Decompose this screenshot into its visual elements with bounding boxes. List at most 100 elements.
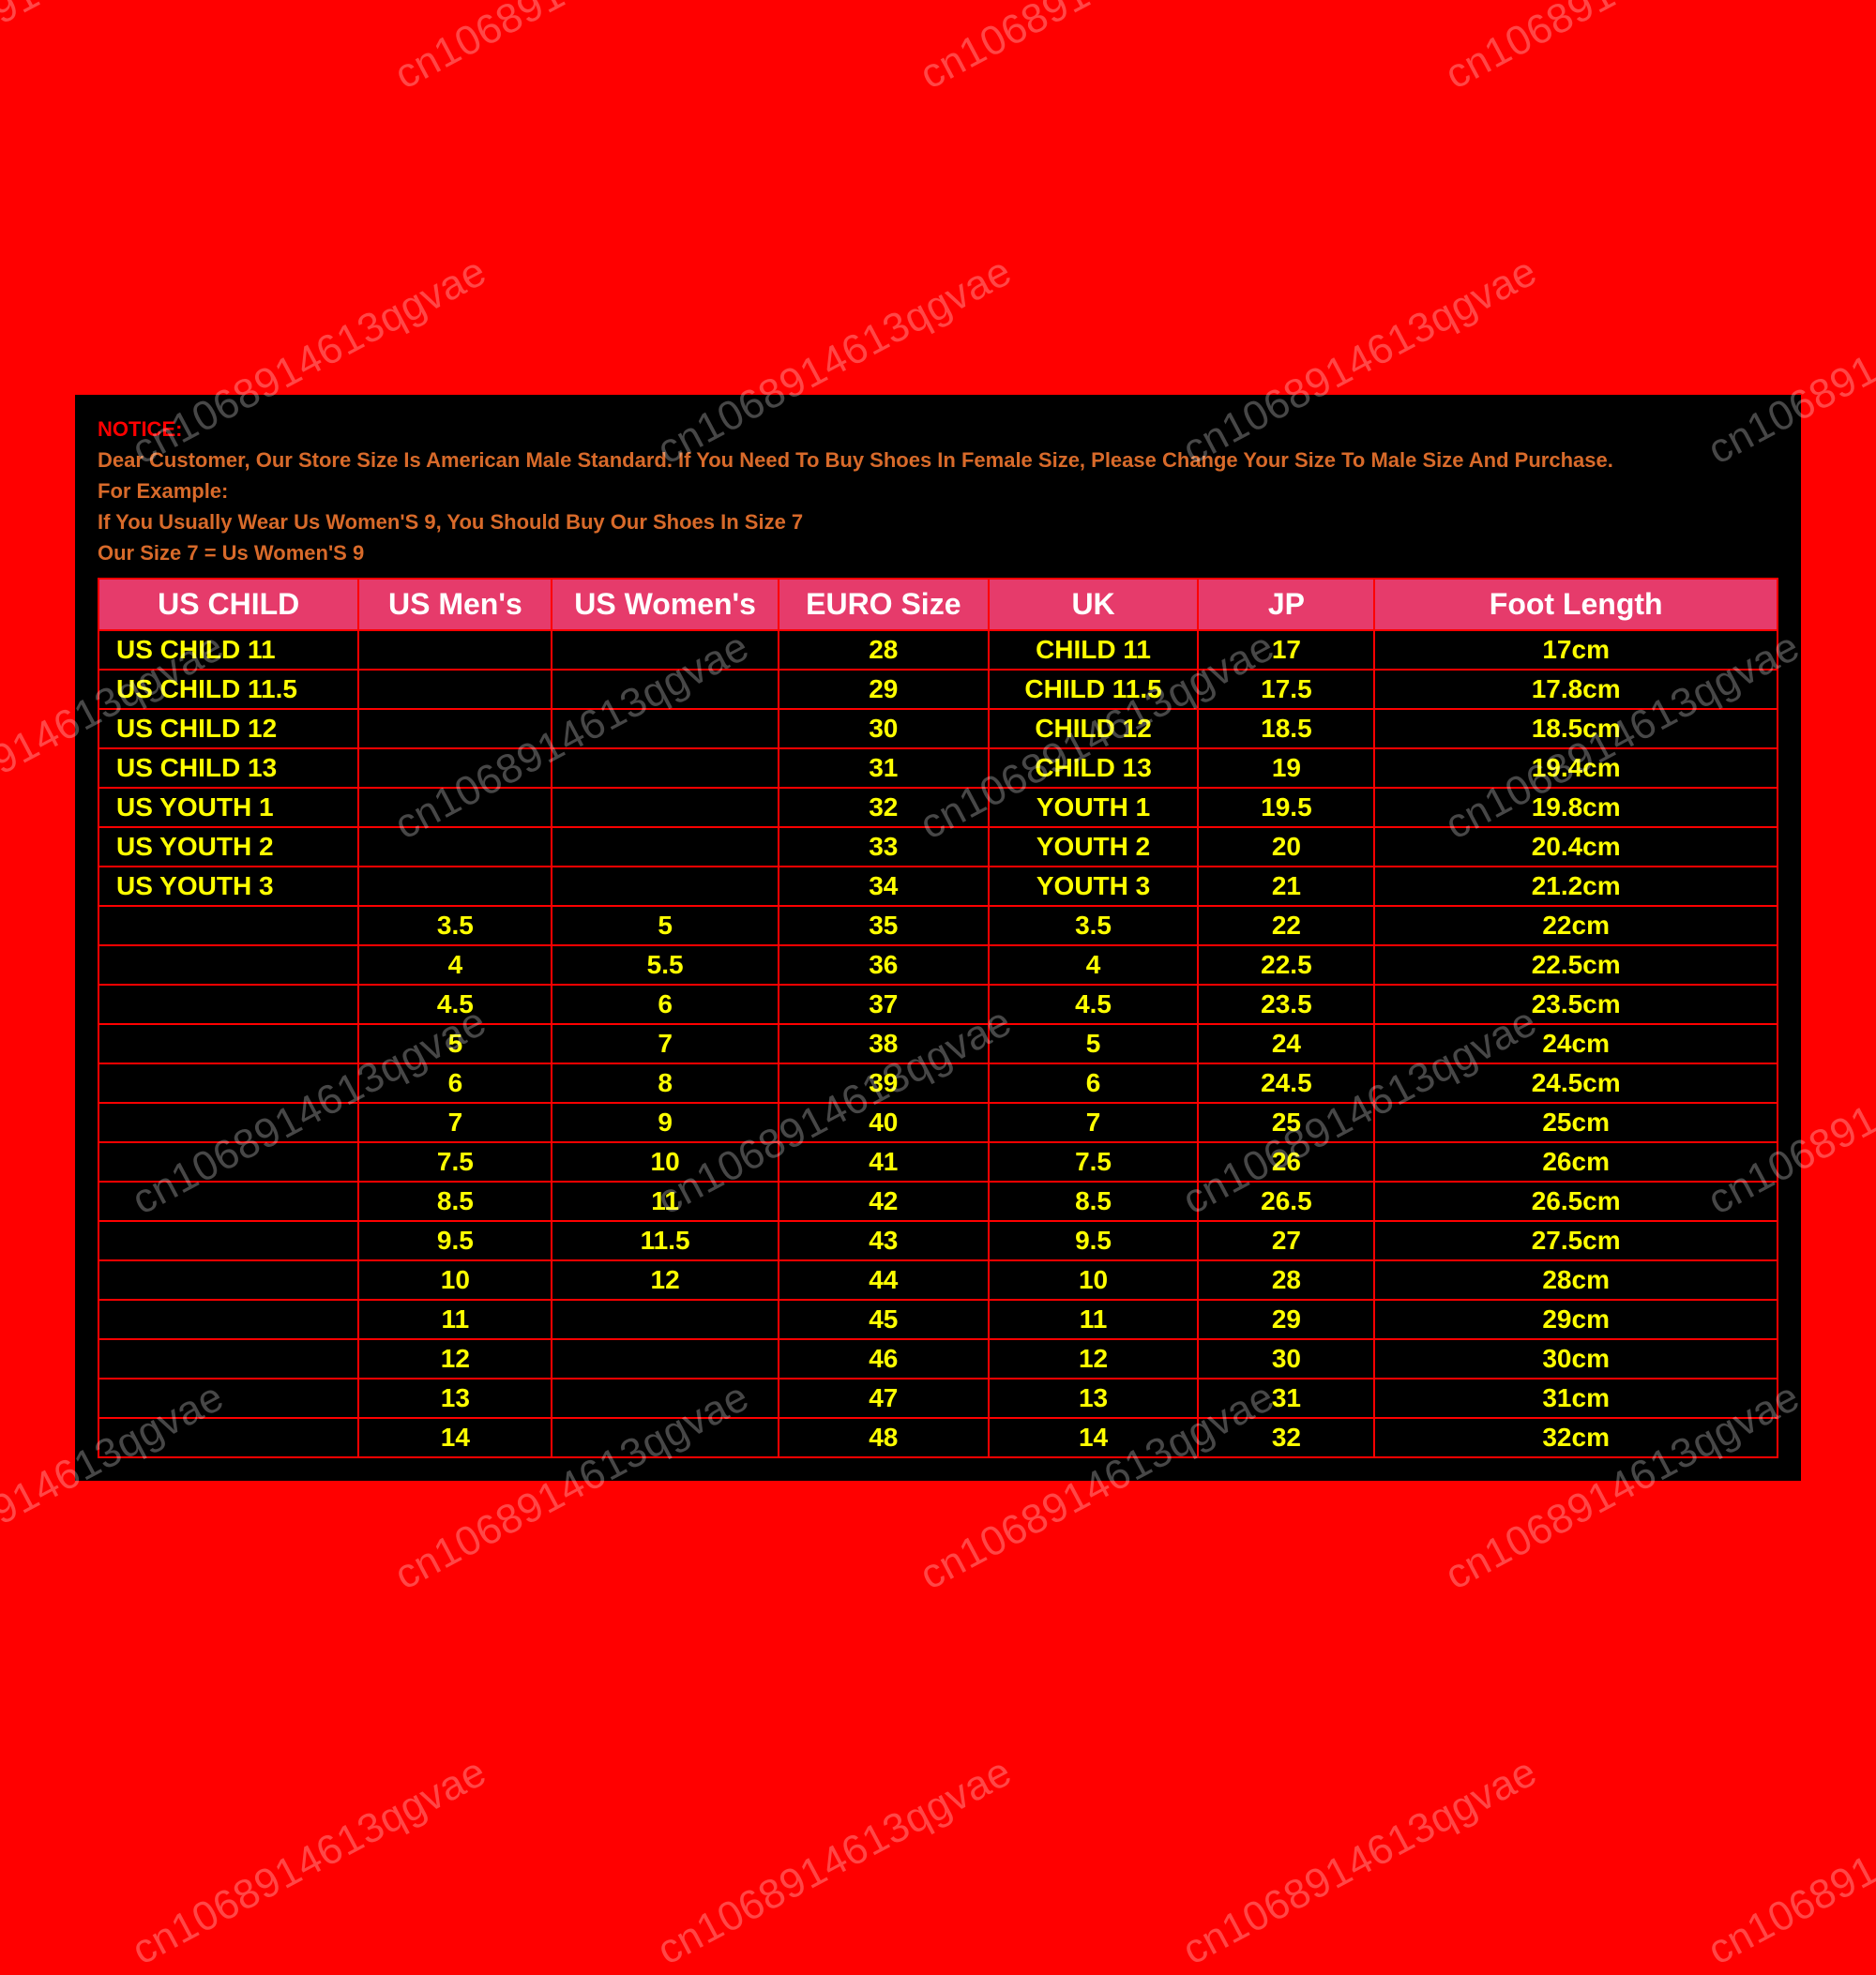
table-cell: 26.5 xyxy=(1198,1182,1374,1221)
table-cell xyxy=(98,985,358,1024)
table-cell xyxy=(98,1142,358,1182)
table-cell: 7 xyxy=(552,1024,779,1063)
table-cell: 41 xyxy=(779,1142,989,1182)
table-cell: 24cm xyxy=(1374,1024,1778,1063)
table-cell: 31cm xyxy=(1374,1379,1778,1418)
table-cell: 28 xyxy=(779,630,989,670)
table-row: 3.55353.52222cm xyxy=(98,906,1778,945)
table-cell: 20.4cm xyxy=(1374,827,1778,867)
table-cell: 44 xyxy=(779,1260,989,1300)
table-cell: 13 xyxy=(989,1379,1199,1418)
table-cell: 19 xyxy=(1198,748,1374,788)
table-header-cell: EURO Size xyxy=(779,579,989,630)
table-cell: 39 xyxy=(779,1063,989,1103)
table-cell xyxy=(358,630,552,670)
table-header-cell: US Women's xyxy=(552,579,779,630)
table-cell: 19.4cm xyxy=(1374,748,1778,788)
table-cell: CHILD 11.5 xyxy=(989,670,1199,709)
notice-line-4: Our Size 7 = Us Women'S 9 xyxy=(98,537,1778,568)
notice-line-2: For Example: xyxy=(98,475,1778,506)
table-header-cell: Foot Length xyxy=(1374,579,1778,630)
table-cell: 38 xyxy=(779,1024,989,1063)
table-cell: 30cm xyxy=(1374,1339,1778,1379)
table-header-cell: JP xyxy=(1198,579,1374,630)
table-cell: 26.5cm xyxy=(1374,1182,1778,1221)
table-cell: CHILD 12 xyxy=(989,709,1199,748)
table-cell: 28cm xyxy=(1374,1260,1778,1300)
table-cell xyxy=(98,1300,358,1339)
table-cell: 4.5 xyxy=(358,985,552,1024)
table-row: 6839624.524.5cm xyxy=(98,1063,1778,1103)
watermark-text: cn1068914613qgvae xyxy=(125,1748,494,1974)
table-row: US YOUTH 233YOUTH 22020.4cm xyxy=(98,827,1778,867)
table-row: US CHILD 1128CHILD 111717cm xyxy=(98,630,1778,670)
table-cell: 31 xyxy=(1198,1379,1374,1418)
table-cell: US CHILD 11 xyxy=(98,630,358,670)
table-cell: 7.5 xyxy=(989,1142,1199,1182)
table-cell xyxy=(98,1182,358,1221)
table-cell: 34 xyxy=(779,867,989,906)
table-cell: 26cm xyxy=(1374,1142,1778,1182)
table-cell: US CHILD 13 xyxy=(98,748,358,788)
table-cell: 4 xyxy=(358,945,552,985)
watermark-text: cn1068914613qgvae xyxy=(387,0,757,99)
table-cell: 33 xyxy=(779,827,989,867)
table-row: 45.536422.522.5cm xyxy=(98,945,1778,985)
table-cell: 10 xyxy=(552,1142,779,1182)
table-cell: 43 xyxy=(779,1221,989,1260)
table-cell: 21 xyxy=(1198,867,1374,906)
table-row: 794072525cm xyxy=(98,1103,1778,1142)
table-cell xyxy=(552,670,779,709)
table-cell: 27 xyxy=(1198,1221,1374,1260)
table-cell: 32 xyxy=(779,788,989,827)
table-cell: 47 xyxy=(779,1379,989,1418)
table-cell: 32 xyxy=(1198,1418,1374,1457)
table-cell: 22 xyxy=(1198,906,1374,945)
watermark-text: cn1068914613qgvae xyxy=(1175,1748,1545,1974)
table-cell xyxy=(98,1339,358,1379)
table-cell xyxy=(552,1379,779,1418)
table-header-row: US CHILDUS Men'sUS Women'sEURO SizeUKJPF… xyxy=(98,579,1778,630)
table-cell: US CHILD 12 xyxy=(98,709,358,748)
table-cell: 5 xyxy=(989,1024,1199,1063)
table-cell xyxy=(98,906,358,945)
table-cell xyxy=(552,630,779,670)
table-cell: 22cm xyxy=(1374,906,1778,945)
table-cell: US YOUTH 2 xyxy=(98,827,358,867)
table-cell xyxy=(98,1063,358,1103)
table-cell xyxy=(552,1339,779,1379)
table-cell: 29 xyxy=(1198,1300,1374,1339)
table-cell xyxy=(98,1221,358,1260)
table-cell: 24 xyxy=(1198,1024,1374,1063)
table-cell: 3.5 xyxy=(358,906,552,945)
table-cell: 5.5 xyxy=(552,945,779,985)
notice-line-1: Dear Customer, Our Store Size Is America… xyxy=(98,445,1778,475)
table-cell xyxy=(552,788,779,827)
table-cell: 17cm xyxy=(1374,630,1778,670)
table-cell: 22.5 xyxy=(1198,945,1374,985)
table-cell: 3.5 xyxy=(989,906,1199,945)
table-cell: 17.5 xyxy=(1198,670,1374,709)
table-cell: 14 xyxy=(989,1418,1199,1457)
table-cell: 31 xyxy=(779,748,989,788)
table-cell: 9 xyxy=(552,1103,779,1142)
table-header-cell: US CHILD xyxy=(98,579,358,630)
table-row: US YOUTH 334YOUTH 32121.2cm xyxy=(98,867,1778,906)
table-cell: 11 xyxy=(358,1300,552,1339)
table-cell: 30 xyxy=(1198,1339,1374,1379)
table-cell: 12 xyxy=(358,1339,552,1379)
table-cell: 20 xyxy=(1198,827,1374,867)
table-cell: 24.5cm xyxy=(1374,1063,1778,1103)
table-cell: 46 xyxy=(779,1339,989,1379)
table-cell xyxy=(358,827,552,867)
table-cell: CHILD 13 xyxy=(989,748,1199,788)
table-cell: 9.5 xyxy=(358,1221,552,1260)
table-cell: US YOUTH 1 xyxy=(98,788,358,827)
table-cell: 7 xyxy=(989,1103,1199,1142)
table-cell xyxy=(552,827,779,867)
table-cell: 8 xyxy=(552,1063,779,1103)
table-cell: 30 xyxy=(779,709,989,748)
table-body: US CHILD 1128CHILD 111717cmUS CHILD 11.5… xyxy=(98,630,1778,1457)
table-cell: 9.5 xyxy=(989,1221,1199,1260)
table-cell xyxy=(552,1418,779,1457)
